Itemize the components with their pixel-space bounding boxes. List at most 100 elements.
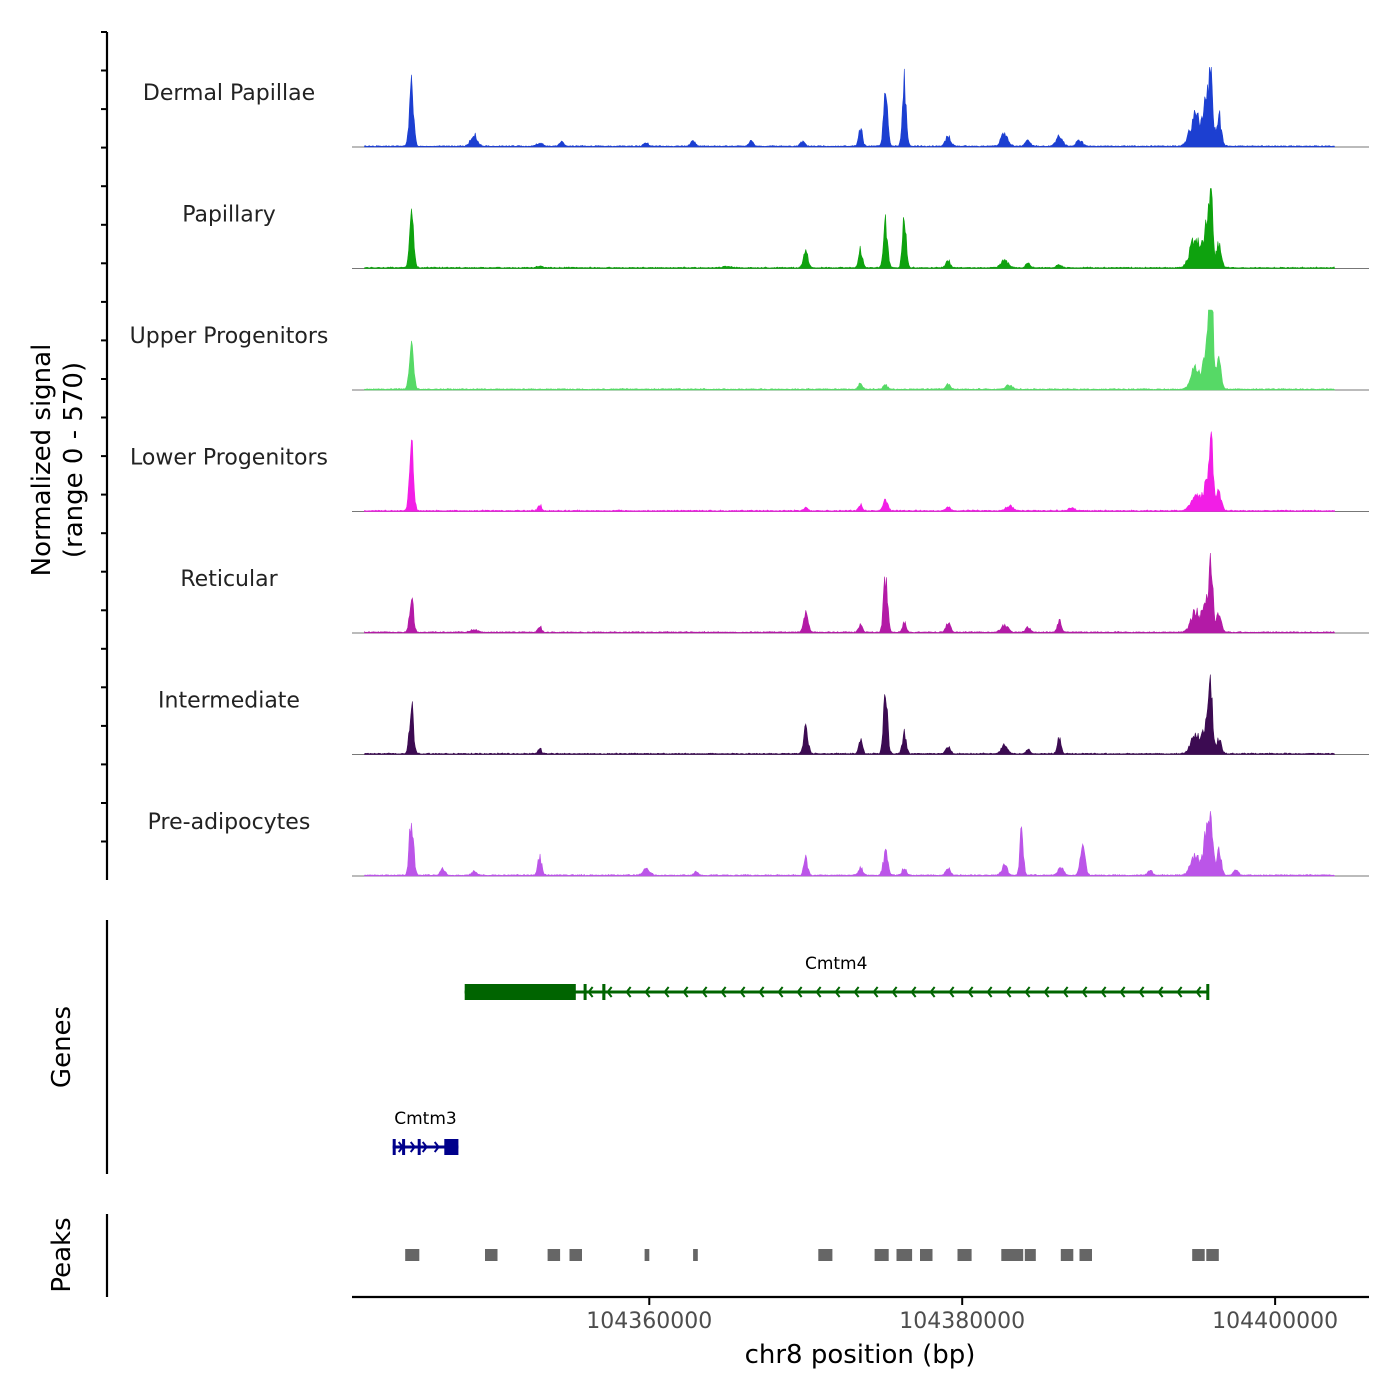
strand-arrow	[606, 986, 613, 998]
track-label: Lower Progenitors	[130, 446, 328, 471]
signal-y-axis-title-line1: Normalized signal	[27, 344, 57, 577]
strand-arrow	[625, 986, 632, 998]
strand-arrow	[421, 1141, 428, 1153]
gene-exon	[464, 984, 576, 1000]
peak-region	[547, 1249, 561, 1261]
peak-region	[1192, 1249, 1205, 1261]
signal-area	[364, 309, 1336, 391]
strand-arrow	[758, 986, 765, 998]
signal-track: Upper Progenitors	[130, 309, 1369, 391]
strand-arrow	[644, 986, 651, 998]
signal-y-axis-title-line2: (range 0 - 570)	[59, 362, 89, 558]
genes-y-axis-title: Genes	[47, 1006, 77, 1088]
strand-arrow	[739, 986, 746, 998]
peak-region	[569, 1249, 582, 1261]
peak-regions	[405, 1249, 1219, 1261]
strand-arrow	[1195, 986, 1202, 998]
gene-exon	[583, 984, 587, 1000]
strand-arrow	[1081, 986, 1088, 998]
signal-y-ticks	[101, 31, 107, 843]
strand-arrow	[815, 986, 822, 998]
gene-label: Cmtm4	[805, 954, 867, 974]
gene-label: Cmtm3	[394, 1109, 456, 1129]
track-label: Upper Progenitors	[130, 324, 329, 349]
signal-area	[364, 66, 1335, 148]
strand-arrow	[948, 986, 955, 998]
peak-region	[644, 1249, 650, 1261]
strand-arrow	[433, 1141, 440, 1153]
strand-arrow	[853, 986, 860, 998]
gene-exon	[1206, 984, 1210, 1000]
strand-arrow	[1062, 986, 1069, 998]
peak-region	[957, 1249, 972, 1261]
peak-region	[693, 1249, 698, 1261]
peak-region	[1060, 1249, 1074, 1261]
track-label: Dermal Papillae	[143, 81, 315, 106]
track-label: Pre-adipocytes	[148, 810, 311, 835]
strand-arrow	[701, 986, 708, 998]
peaks-panel: Peaks	[47, 1214, 1219, 1297]
strand-arrow	[1138, 986, 1145, 998]
strand-arrow	[872, 986, 879, 998]
signal-area	[364, 674, 1336, 755]
gene-exon	[444, 1139, 459, 1155]
peak-region	[405, 1249, 420, 1261]
track-label: Reticular	[180, 567, 278, 592]
signal-track: Dermal Papillae	[143, 66, 1369, 148]
x-axis-title: chr8 position (bp)	[745, 1340, 976, 1370]
strand-arrow	[986, 986, 993, 998]
x-tick-label: 104360000	[586, 1309, 712, 1334]
peak-region	[1079, 1249, 1092, 1261]
gene-model: Cmtm4	[464, 954, 1210, 1000]
peak-region	[1024, 1249, 1036, 1261]
x-tick-label: 104380000	[899, 1309, 1025, 1334]
x-axis-ticks: 104360000 104380000 104400000	[586, 1297, 1338, 1334]
peak-region	[920, 1249, 933, 1261]
peak-region	[896, 1249, 913, 1261]
strand-arrow	[1176, 986, 1183, 998]
signal-panel: Normalized signal (range 0 - 570) Dermal…	[27, 31, 1369, 880]
peak-region	[485, 1249, 498, 1261]
signal-area	[364, 431, 1335, 512]
gene-exon	[417, 1139, 421, 1155]
strand-arrow	[1043, 986, 1050, 998]
gene-exon	[602, 984, 606, 1000]
strand-arrow	[1100, 986, 1107, 998]
signal-track: Reticular	[180, 552, 1369, 634]
track-label: Papillary	[182, 203, 276, 228]
strand-arrow	[777, 986, 784, 998]
x-tick-label: 104400000	[1212, 1309, 1338, 1334]
strand-arrow	[834, 986, 841, 998]
strand-arrow	[891, 986, 898, 998]
signal-area	[364, 552, 1336, 634]
signal-track: Intermediate	[158, 674, 1369, 755]
genes-panel: Genes Cmtm4 Cmtm3	[47, 920, 1210, 1174]
peak-region	[874, 1249, 889, 1261]
strand-arrow	[1157, 986, 1164, 998]
signal-area	[364, 188, 1335, 269]
signal-track: Lower Progenitors	[130, 431, 1369, 512]
strand-arrow	[682, 986, 689, 998]
strand-arrow	[720, 986, 727, 998]
strand-arrow	[587, 986, 594, 998]
peak-region	[818, 1249, 833, 1261]
strand-arrow	[796, 986, 803, 998]
signal-track: Papillary	[182, 188, 1369, 269]
strand-arrow	[929, 986, 936, 998]
signal-area	[364, 810, 1336, 877]
peak-region	[1206, 1249, 1219, 1261]
strand-arrow	[910, 986, 917, 998]
gene-model: Cmtm3	[392, 1109, 459, 1155]
track-label: Intermediate	[158, 689, 300, 714]
gene-exon	[402, 1139, 406, 1155]
signal-tracks: Dermal Papillae Papillary Upper Progenitor…	[130, 66, 1369, 877]
signal-track: Pre-adipocytes	[148, 810, 1369, 877]
strand-arrow	[1024, 986, 1031, 998]
peaks-y-axis-title: Peaks	[47, 1217, 77, 1292]
strand-arrow	[409, 1141, 416, 1153]
strand-arrow	[967, 986, 974, 998]
strand-arrow	[1005, 986, 1012, 998]
peak-region	[1001, 1249, 1024, 1261]
strand-arrow	[1119, 986, 1126, 998]
